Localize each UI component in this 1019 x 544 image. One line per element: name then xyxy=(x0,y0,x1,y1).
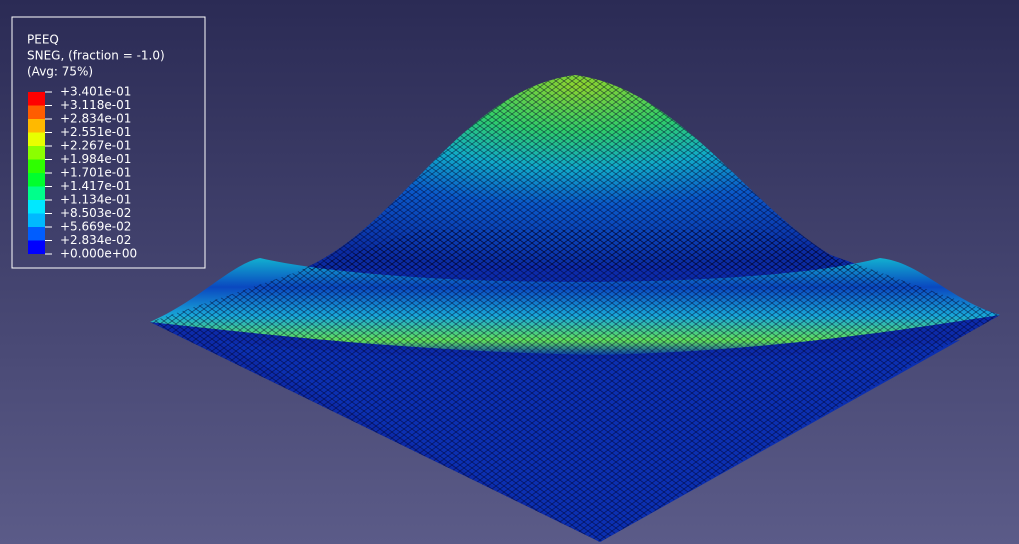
legend-color xyxy=(28,241,45,255)
legend-color xyxy=(28,92,45,106)
legend-title: PEEQ xyxy=(27,33,59,47)
legend-color xyxy=(28,227,45,241)
legend-level: +2.834e-02 xyxy=(60,233,131,247)
legend-color xyxy=(28,173,45,187)
legend-color xyxy=(28,119,45,133)
legend-color xyxy=(28,160,45,174)
legend-level: +1.984e-01 xyxy=(60,152,131,166)
legend-title: (Avg: 75%) xyxy=(27,65,93,79)
legend-color xyxy=(28,200,45,214)
legend-level: +1.134e-01 xyxy=(60,193,131,207)
legend-level: +1.701e-01 xyxy=(60,166,131,180)
legend-color xyxy=(28,106,45,120)
viewport: PEEQ SNEG, (fraction = -1.0) (Avg: 75%) +3.… xyxy=(0,0,1019,544)
legend-level: +8.503e-02 xyxy=(60,206,131,220)
legend-level: +2.834e-01 xyxy=(60,112,131,126)
legend-color xyxy=(28,146,45,160)
legend-level: +5.669e-02 xyxy=(60,220,131,234)
legend-level: +3.401e-01 xyxy=(60,85,131,99)
legend-color xyxy=(28,187,45,201)
legend-level: +2.551e-01 xyxy=(60,125,131,139)
legend-level: +2.267e-01 xyxy=(60,139,131,153)
legend-level: +3.118e-01 xyxy=(60,98,131,112)
legend-color xyxy=(28,133,45,147)
legend-level: +1.417e-01 xyxy=(60,179,131,193)
legend-level: +0.000e+00 xyxy=(60,247,137,261)
page: {"legend": { "title": ["PEEQ", "SNEG, (f… xyxy=(0,0,1019,544)
legend-color xyxy=(28,214,45,228)
legend-title: SNEG, (fraction = -1.0) xyxy=(27,49,165,63)
